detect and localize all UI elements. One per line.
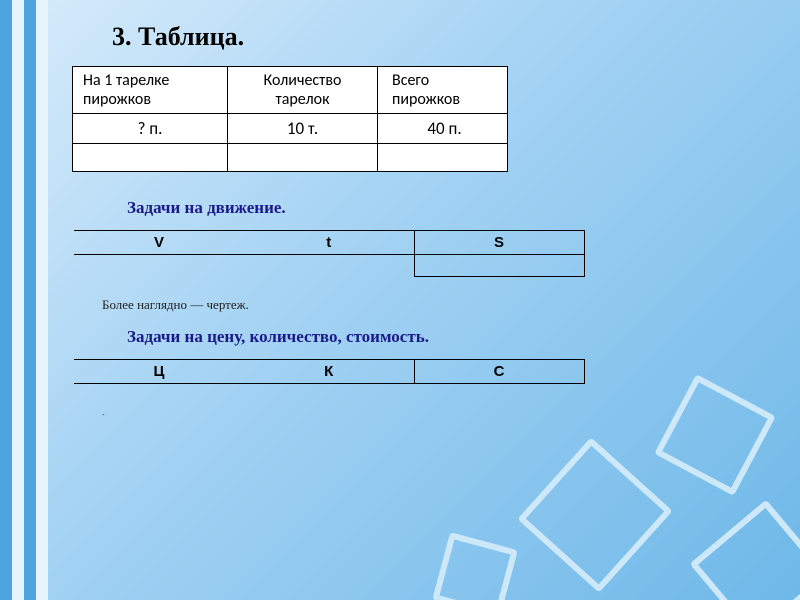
pirozhki-table: На 1 тарелке пирожков Количество тарелок… — [72, 66, 508, 172]
note-text: Более наглядно — чертеж. — [102, 297, 740, 313]
empty-cell — [244, 255, 414, 277]
data-cell: 40 п. — [378, 114, 508, 144]
table-header-row: V t S — [74, 231, 584, 255]
header-cell: t — [244, 231, 414, 255]
header-cell: С — [414, 360, 584, 384]
header-cell: Ц — [74, 360, 244, 384]
stripe — [0, 0, 12, 600]
table-empty-row — [73, 144, 508, 172]
header-cell: Количество тарелок — [228, 67, 378, 114]
stripe — [12, 0, 24, 600]
data-cell: ? п. — [73, 114, 228, 144]
decorative-square — [690, 500, 800, 600]
cks-table: Ц К С — [74, 359, 585, 384]
section-title-motion: Задачи на движение. — [127, 198, 740, 218]
header-cell: Всего пирожков — [378, 67, 508, 114]
header-cell: S — [414, 231, 584, 255]
left-stripes — [0, 0, 48, 600]
table-data-row: ? п. 10 т. 40 п. — [73, 114, 508, 144]
table-empty-row — [74, 255, 584, 277]
header-cell: К — [244, 360, 414, 384]
header-cell: V — [74, 231, 244, 255]
empty-cell — [378, 144, 508, 172]
decorative-square — [517, 437, 672, 592]
empty-cell — [73, 144, 228, 172]
stripe — [24, 0, 36, 600]
empty-cell — [414, 255, 584, 277]
empty-cell — [228, 144, 378, 172]
tiny-mark: - — [102, 410, 740, 419]
content-area: 3. Таблица. На 1 тарелке пирожков Количе… — [72, 22, 740, 419]
data-cell: 10 т. — [228, 114, 378, 144]
decorative-square — [432, 532, 518, 600]
empty-cell — [74, 255, 244, 277]
table-header-row: Ц К С — [74, 360, 584, 384]
vts-table: V t S — [74, 230, 585, 277]
table-header-row: На 1 тарелке пирожков Количество тарелок… — [73, 67, 508, 114]
stripe — [36, 0, 48, 600]
section-title-price: Задачи на цену, количество, стоимость. — [127, 327, 740, 347]
header-cell: На 1 тарелке пирожков — [73, 67, 228, 114]
slide-title: 3. Таблица. — [112, 22, 740, 52]
